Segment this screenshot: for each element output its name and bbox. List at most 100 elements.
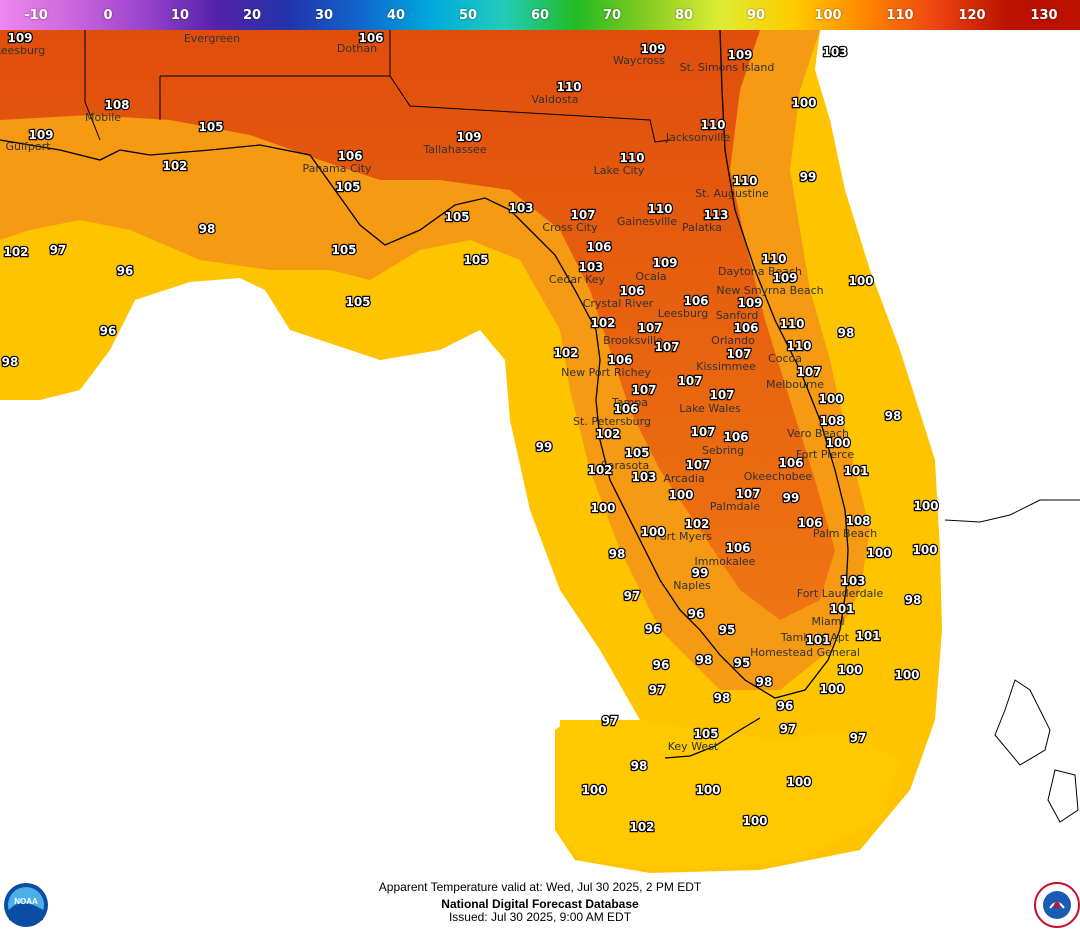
city-label: Cocoa xyxy=(768,352,802,365)
legend-segment: 110 xyxy=(864,0,936,30)
temperature-value: 103 xyxy=(822,45,847,59)
legend-label: 120 xyxy=(958,8,986,23)
temperature-value: 100 xyxy=(913,499,938,513)
temperature-value: 97 xyxy=(850,731,867,745)
temperature-value: 110 xyxy=(556,80,581,94)
temperature-value: 110 xyxy=(619,151,644,165)
temperature-value: 108 xyxy=(819,414,844,428)
legend-label: 110 xyxy=(886,8,914,23)
city-label: Fort Pierce xyxy=(796,448,855,461)
temperature-value: 102 xyxy=(629,820,654,834)
temperature-value: 103 xyxy=(840,574,865,588)
temperature-value: 97 xyxy=(649,683,666,697)
temperature-value: 97 xyxy=(50,243,67,257)
temperature-value: 100 xyxy=(837,663,862,677)
city-label: Crystal River xyxy=(583,297,654,310)
temperature-value: 97 xyxy=(624,589,641,603)
city-label: Sebring xyxy=(702,444,744,457)
temperature-value: 100 xyxy=(786,775,811,789)
temperature-value: 100 xyxy=(742,814,767,828)
temperature-value: 95 xyxy=(719,623,736,637)
temperature-value: 107 xyxy=(677,374,702,388)
temperature-value: 98 xyxy=(838,326,855,340)
city-label: Immokalee xyxy=(695,555,756,568)
temperature-value: 102 xyxy=(684,517,709,531)
city-label: Palmdale xyxy=(710,500,760,513)
city-label: Tamiami Apt xyxy=(780,631,850,644)
database-title: National Digital Forecast Database xyxy=(441,897,639,911)
temperature-values: 109 106 109 109 103 110 100 108 105 109 109 110 106 1… xyxy=(0,30,939,835)
temperature-value: 106 xyxy=(725,541,750,555)
city-label: Homestead General xyxy=(750,646,860,659)
island-outline xyxy=(944,499,1080,523)
legend-label: -10 xyxy=(24,8,48,23)
temperature-value: 105 xyxy=(624,446,649,460)
temperature-value: 100 xyxy=(640,525,665,539)
temperature-value: 109 xyxy=(727,48,752,62)
city-label: Evergreen xyxy=(184,32,240,45)
temperature-value: 106 xyxy=(723,430,748,444)
temperature-value: 97 xyxy=(602,714,619,728)
city-label: Panama City xyxy=(302,162,372,175)
temperature-value: 108 xyxy=(104,98,129,112)
temperature-value: 96 xyxy=(645,622,662,636)
temperature-value: 106 xyxy=(607,353,632,367)
temperature-value: 106 xyxy=(619,284,644,298)
temperature-value: 101 xyxy=(805,633,830,647)
temperature-value: 106 xyxy=(683,294,708,308)
city-label: Valdosta xyxy=(532,93,579,106)
temperature-value: 100 xyxy=(825,436,850,450)
temperature-value: 109 xyxy=(737,296,762,310)
city-label: Cross City xyxy=(542,221,598,234)
temperature-value: 106 xyxy=(358,31,383,45)
temperature-value: 108 xyxy=(845,514,870,528)
footer: NOAA Apparent Temperature valid at: Wed,… xyxy=(0,876,1080,930)
temperature-value: 105 xyxy=(335,180,360,194)
city-label: Fort Myers xyxy=(654,530,712,543)
temperature-value: 101 xyxy=(843,464,868,478)
island-outline xyxy=(1047,769,1079,823)
city-label: Palm Beach xyxy=(813,527,877,540)
temperature-value: 105 xyxy=(331,243,356,257)
temperature-value: 109 xyxy=(652,256,677,270)
temperature-value: 103 xyxy=(508,201,533,215)
city-labels: Evergreen Dothan Waycross St. Simons Island… xyxy=(0,32,883,753)
city-label: Naples xyxy=(673,579,711,592)
temperature-value: 107 xyxy=(637,321,662,335)
city-label: Vero Beach xyxy=(787,427,849,440)
shaded-region-hot xyxy=(0,30,835,620)
state-border xyxy=(160,75,671,143)
city-label: New Smyrna Beach xyxy=(716,284,823,297)
temperature-value: 113 xyxy=(703,208,728,222)
keys-chain xyxy=(664,717,761,759)
island-outline xyxy=(994,679,1051,766)
temperature-value: 110 xyxy=(786,339,811,353)
temperature-value: 107 xyxy=(735,487,760,501)
shaded-region-keys xyxy=(556,720,900,870)
noaa-logo: NOAA xyxy=(3,882,49,932)
temperature-value: 105 xyxy=(198,120,223,134)
legend-segment: 10 xyxy=(144,0,216,30)
temperature-value: 105 xyxy=(693,727,718,741)
city-label: St. Petersburg xyxy=(573,415,651,428)
temperature-value: 107 xyxy=(709,388,734,402)
temperature-value: 99 xyxy=(800,170,817,184)
temperature-legend: -10 0 10 20 30 40 50 60 70 80 90 100 110 120 130 xyxy=(0,0,1080,30)
temperature-value: 109 xyxy=(456,130,481,144)
city-label: New Port Richey xyxy=(561,366,651,379)
temperature-value: 102 xyxy=(590,316,615,330)
temperature-value: 110 xyxy=(647,202,672,216)
temperature-value: 96 xyxy=(688,607,705,621)
temperature-value: 103 xyxy=(631,470,656,484)
legend-label: 70 xyxy=(602,8,622,23)
temperature-value: 100 xyxy=(581,783,606,797)
legend-segment: 20 xyxy=(216,0,288,30)
temperature-value: 98 xyxy=(696,653,713,667)
temperature-value: 96 xyxy=(777,699,794,713)
temperature-value: 97 xyxy=(780,722,797,736)
legend-label: 30 xyxy=(314,8,334,23)
temperature-value: 98 xyxy=(905,593,922,607)
legend-segment: 120 xyxy=(936,0,1008,30)
city-label: Tallahassee xyxy=(422,143,486,156)
temperature-value: 102 xyxy=(553,346,578,360)
